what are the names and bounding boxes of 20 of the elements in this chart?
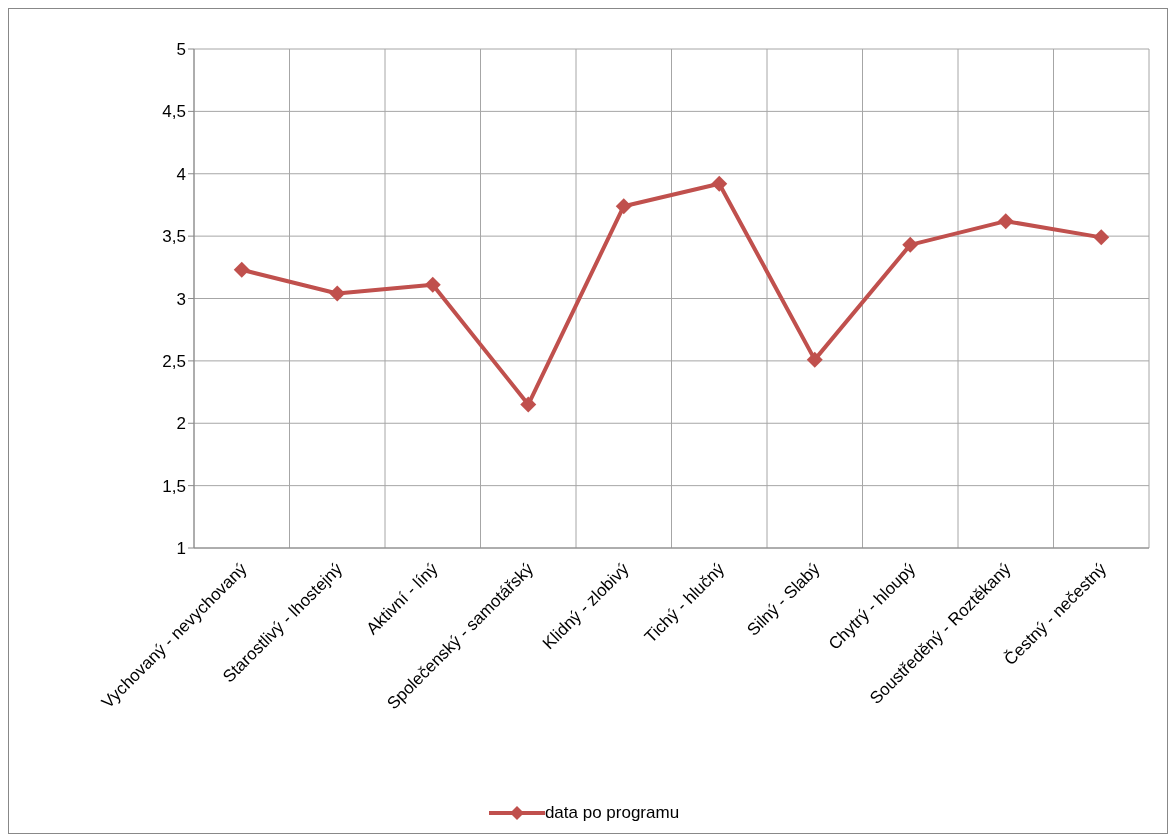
- y-tick-label: 2: [176, 414, 186, 434]
- point: [902, 236, 919, 253]
- point: [997, 213, 1014, 230]
- y-tick-label: 3: [176, 289, 186, 309]
- y-tick-label: 3,5: [162, 227, 186, 247]
- y-tick-label: 1,5: [162, 476, 186, 496]
- point: [233, 261, 250, 278]
- y-tick-label: 4: [176, 164, 186, 184]
- legend-label: data po programu: [544, 803, 680, 823]
- y-tick-label: 1: [176, 539, 186, 559]
- y-tick-label: 4,5: [162, 102, 186, 122]
- y-tick-label: 5: [176, 40, 186, 60]
- y-tick-label: 2,5: [162, 351, 186, 371]
- point: [424, 276, 441, 293]
- point: [520, 396, 537, 413]
- point: [1093, 229, 1110, 246]
- point: [329, 285, 346, 302]
- point: [615, 198, 632, 215]
- point: [711, 175, 728, 192]
- point: [806, 351, 823, 368]
